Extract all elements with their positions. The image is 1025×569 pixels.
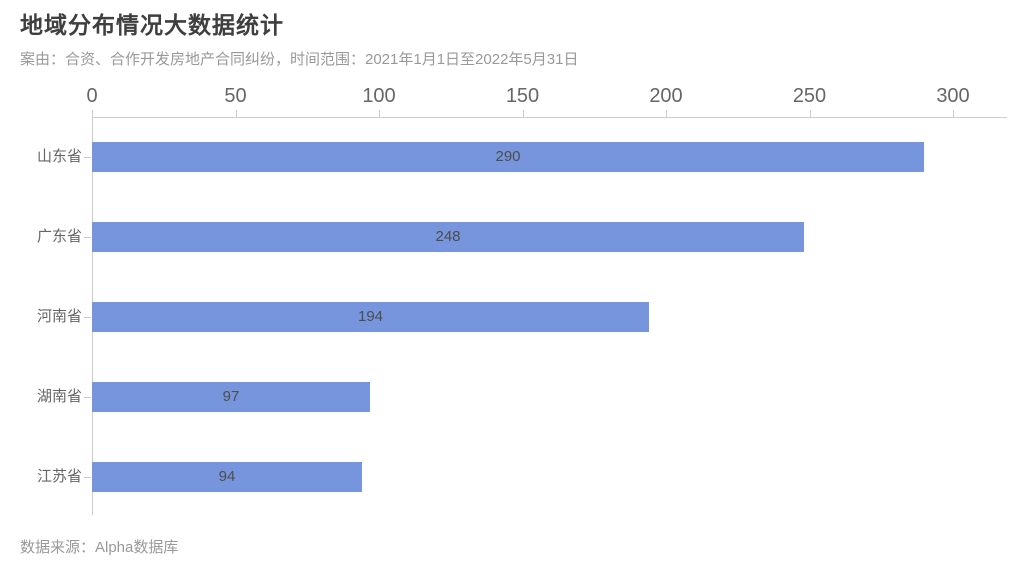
category-axis-tick: [84, 157, 91, 158]
x-axis-tick-label: 0: [86, 85, 98, 107]
x-axis-tick-label: 50: [224, 85, 247, 107]
x-axis-tick-label: 100: [362, 85, 396, 107]
category-axis-tick: [84, 477, 91, 478]
page-title: 地域分布情况大数据统计: [20, 12, 284, 38]
category-label: 江苏省: [36, 468, 82, 485]
bar-value-label: 94: [218, 468, 236, 485]
category-axis-tick: [84, 237, 91, 238]
page-subtitle: 案由：合资、合作开发房地产合同纠纷，时间范围：2021年1月1日至2022年5月…: [20, 51, 579, 68]
bar-value-label: 248: [435, 228, 461, 245]
x-axis-tick-label: 150: [505, 85, 540, 107]
category-axis-tick: [84, 397, 91, 398]
bar-value-label: 194: [357, 308, 384, 325]
x-axis-tick: [666, 110, 667, 117]
x-axis-line: [92, 117, 1007, 118]
category-label: 湖南省: [36, 388, 82, 405]
bar[interactable]: 97: [92, 382, 370, 412]
category-label: 河南省: [36, 308, 82, 325]
bar[interactable]: 94: [92, 462, 362, 492]
x-axis-tick-label: 250: [792, 85, 827, 107]
bar-value-label: 290: [495, 148, 521, 165]
category-label: 广东省: [36, 228, 82, 245]
x-axis-tick: [379, 110, 380, 117]
x-axis-tick: [809, 110, 811, 117]
bar[interactable]: 194: [92, 302, 649, 332]
x-axis-tick-label: 300: [936, 85, 970, 107]
bar[interactable]: 248: [92, 222, 804, 252]
x-axis-tick-label: 200: [649, 85, 683, 107]
x-axis-tick: [522, 110, 524, 117]
x-axis-tick: [953, 110, 954, 117]
data-source: 数据来源：Alpha数据库: [20, 539, 179, 556]
category-label: 山东省: [36, 148, 82, 165]
bar[interactable]: 290: [92, 142, 924, 172]
category-axis-tick: [84, 317, 91, 318]
x-axis-tick: [92, 110, 93, 117]
bar-value-label: 97: [222, 388, 240, 405]
x-axis-tick: [235, 110, 237, 117]
